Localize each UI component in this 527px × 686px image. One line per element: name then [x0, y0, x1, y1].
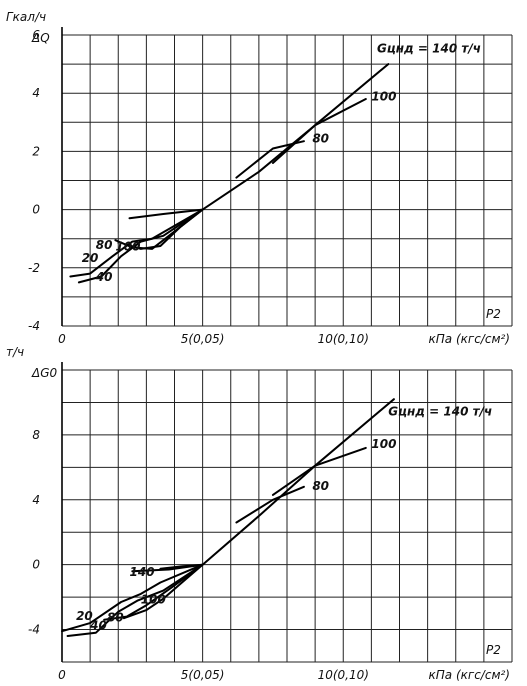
series-line-20-4 — [61, 563, 204, 633]
y-axis-unit: т/ч — [6, 345, 24, 359]
y-tick-label: 0 — [32, 558, 40, 572]
series-label: 80 — [96, 238, 113, 252]
series-label: 100 — [115, 239, 140, 253]
series-label: 80 — [312, 479, 329, 493]
series-line-100-6 — [125, 208, 204, 250]
series-line-80-6 — [103, 563, 204, 621]
y-tick-label: -2 — [28, 261, 40, 275]
series-label: 80 — [312, 132, 329, 146]
x-axis-unit: кПа (кгс/см²) — [429, 668, 510, 682]
y-tick-label: -4 — [28, 319, 40, 333]
y-tick-label: 2 — [32, 144, 40, 158]
series-label: Gцнд = 140 т/ч — [377, 41, 481, 55]
series-label: 40 — [89, 619, 107, 633]
series-label: Gцнд = 140 т/ч — [388, 404, 492, 418]
y-tick-label: 8 — [32, 428, 40, 442]
series-label: 100 — [371, 437, 396, 451]
x-axis-unit: кПа (кгс/см²) — [429, 332, 510, 346]
series-line-100-7 — [122, 563, 204, 620]
series-label: 20 — [82, 251, 99, 265]
series-label: 40 — [95, 270, 113, 284]
series-line-100-1 — [271, 446, 367, 496]
series-label: 20 — [76, 609, 93, 623]
y-tick-label: 4 — [32, 493, 40, 507]
series-label: 100 — [371, 89, 396, 103]
x-tick-label: 10(0,10) — [318, 332, 369, 346]
series-line-20-3 — [69, 208, 204, 278]
series-line-140-0 — [131, 398, 395, 573]
series-line-80-2 — [235, 485, 305, 524]
x-tick-label: 10(0,10) — [318, 668, 369, 682]
y-tick-label: 4 — [32, 86, 40, 100]
series-line-40-4 — [77, 208, 204, 284]
y-tick-label: -4 — [28, 623, 40, 637]
series-label: 140 — [130, 565, 155, 579]
series-label: 100 — [141, 593, 166, 607]
x-tick-label: 5(0,05) — [181, 332, 225, 346]
series-line-80-2 — [235, 140, 305, 179]
series-line-100-1 — [271, 98, 367, 164]
x-tick-label: 0 — [58, 668, 66, 682]
series-line-140-0 — [128, 63, 390, 220]
series-line-140-3 — [159, 563, 204, 570]
x-tick-label: 5(0,05) — [181, 668, 225, 682]
y-axis-symbol: ΔG0 — [31, 366, 58, 380]
series-line-40-5 — [66, 563, 204, 637]
y-axis-unit: Гкал/ч — [6, 10, 46, 24]
x-axis-symbol: P2 — [486, 307, 501, 321]
y-tick-label: 6 — [32, 28, 40, 42]
y-tick-label: 0 — [32, 203, 40, 217]
series-label: 80 — [107, 610, 124, 624]
y-axis-symbol: ΔQ — [31, 31, 50, 45]
x-axis-symbol: P2 — [486, 643, 501, 657]
x-tick-label: 0 — [58, 332, 66, 346]
